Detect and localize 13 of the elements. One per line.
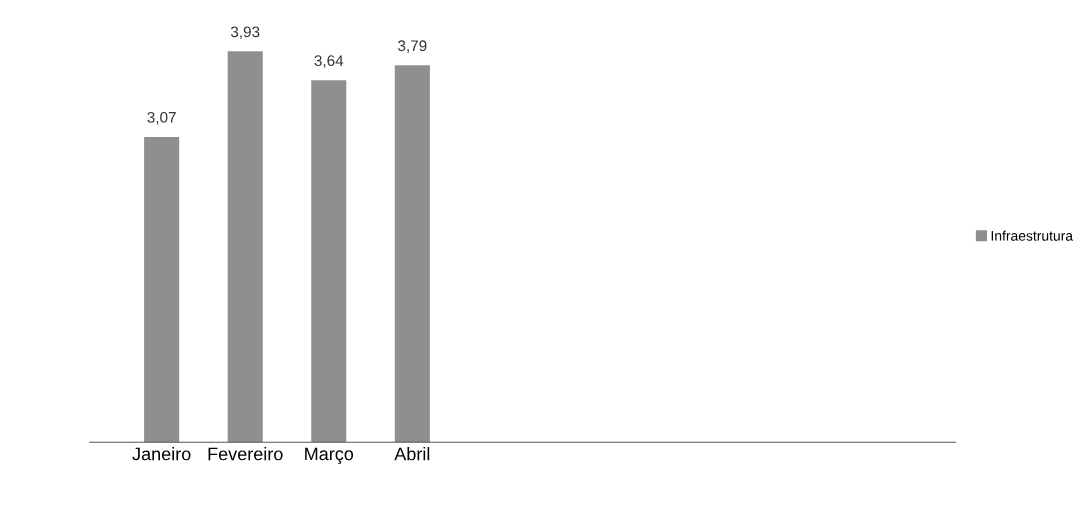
bar bbox=[311, 80, 347, 443]
bar bbox=[227, 51, 263, 443]
data-label: 3,64 bbox=[314, 55, 344, 68]
legend-label: Infraestrutura bbox=[991, 230, 1074, 241]
x-tick-label: Janeiro bbox=[132, 447, 191, 461]
bar bbox=[394, 65, 430, 443]
x-tick-label: Abril bbox=[394, 447, 430, 461]
x-tick-label: Fevereiro bbox=[208, 447, 283, 461]
data-label: 3,93 bbox=[230, 26, 260, 40]
data-label: 3,07 bbox=[147, 111, 176, 125]
x-tick-label: Março bbox=[305, 447, 354, 464]
bar bbox=[144, 136, 180, 443]
data-label: 3,79 bbox=[398, 40, 427, 53]
